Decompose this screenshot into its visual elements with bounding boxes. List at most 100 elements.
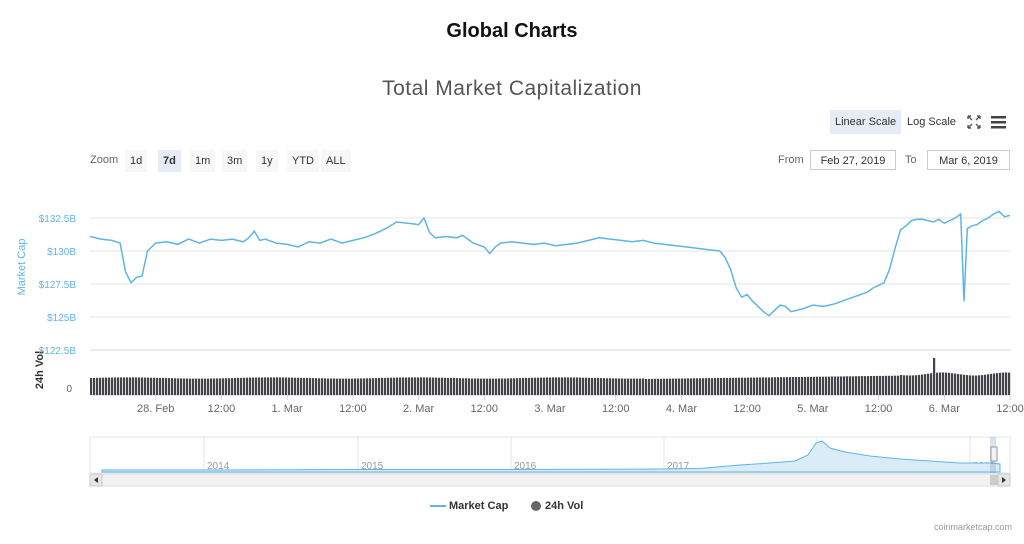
zoom-7d-button[interactable]: 7d xyxy=(158,150,181,172)
volume-bar xyxy=(741,377,744,395)
volume-bar xyxy=(759,377,762,395)
volume-bar xyxy=(558,377,561,395)
volume-bar xyxy=(696,378,699,395)
volume-bar xyxy=(423,377,426,395)
to-date-input[interactable]: Mar 6, 2019 xyxy=(927,150,1010,170)
log-scale-button[interactable]: Log Scale xyxy=(907,116,956,128)
x-tick-label: 2. Mar xyxy=(403,403,435,415)
volume-bar xyxy=(441,377,444,395)
volume-bar xyxy=(105,377,108,395)
volume-bar xyxy=(261,377,264,395)
volume-bar xyxy=(771,377,774,395)
navigator-handle[interactable] xyxy=(990,446,998,462)
x-tick-label: 12:00 xyxy=(339,403,367,415)
volume-bar xyxy=(426,377,429,395)
navigator-tick-label: 2014 xyxy=(207,461,230,472)
volume-bar xyxy=(849,376,852,395)
credits-link[interactable]: coinmarketcap.com xyxy=(933,522,1012,532)
zoom-ytd-button[interactable]: YTD xyxy=(287,150,319,172)
volume-bar xyxy=(924,374,927,395)
volume-bar xyxy=(180,378,183,395)
volume-bar xyxy=(408,377,411,395)
volume-bar xyxy=(900,375,903,395)
volume-bar xyxy=(903,375,906,395)
linear-scale-button[interactable]: Linear Scale xyxy=(830,110,902,134)
volume-bar xyxy=(411,377,414,395)
volume-bar xyxy=(342,378,345,395)
scrollbar-left-arrow-icon[interactable] xyxy=(89,473,103,487)
volume-bar xyxy=(570,377,573,395)
volume-bar xyxy=(99,377,102,395)
zoom-1d-button[interactable]: 1d xyxy=(125,150,148,172)
menu-icon[interactable] xyxy=(988,111,1010,133)
legend-dot-icon xyxy=(531,501,541,512)
volume-bar xyxy=(846,376,849,395)
volume-bar xyxy=(273,377,276,395)
zoom-3m-button[interactable]: 3m xyxy=(222,150,248,172)
volume-bar xyxy=(702,378,705,395)
volume-bar xyxy=(939,372,942,395)
volume-bar xyxy=(585,377,588,395)
volume-bar xyxy=(366,378,369,395)
scrollbar-thumb[interactable] xyxy=(990,475,998,485)
volume-bar xyxy=(429,377,432,395)
volume-bar xyxy=(579,377,582,395)
volume-bar xyxy=(837,376,840,395)
volume-bar xyxy=(390,377,393,395)
volume-bar xyxy=(861,376,864,395)
volume-bar xyxy=(465,378,468,395)
volume-bar xyxy=(744,377,747,395)
volume-bar xyxy=(981,375,984,395)
volume-bar xyxy=(189,378,192,395)
volume-bar xyxy=(438,377,441,395)
volume-bar xyxy=(234,378,237,395)
volume-bar xyxy=(291,377,294,395)
scrollbar-track[interactable] xyxy=(89,473,1011,487)
volume-bar xyxy=(471,378,474,395)
volume-bar xyxy=(369,378,372,395)
navigator-frame[interactable] xyxy=(89,436,1011,474)
volume-bar xyxy=(534,377,537,395)
zoom-1y-button[interactable]: 1y xyxy=(256,150,278,172)
zoom-1m-button[interactable]: 1m xyxy=(190,150,216,172)
legend-item-market-cap[interactable]: Market Cap xyxy=(430,500,508,512)
volume-bar xyxy=(630,378,633,395)
volume-bar xyxy=(561,377,564,395)
volume-bar xyxy=(720,378,723,395)
volume-bar xyxy=(807,376,810,395)
y-tick-label: $132.5B xyxy=(39,214,77,225)
page-title: Global Charts xyxy=(446,20,578,42)
volume-bar xyxy=(870,376,873,395)
volume-bar xyxy=(726,377,729,395)
volume-bar xyxy=(270,377,273,395)
volume-bar xyxy=(921,374,924,395)
volume-bar xyxy=(468,378,471,395)
from-date-input[interactable]: Feb 27, 2019 xyxy=(810,150,896,170)
volume-bars xyxy=(90,358,1011,395)
x-tick-label: 28. Feb xyxy=(137,403,174,415)
volume-bar xyxy=(1005,372,1008,395)
volume-bar xyxy=(285,377,288,395)
volume-bar xyxy=(336,378,339,395)
fullscreen-icon[interactable] xyxy=(963,111,985,133)
volume-bar xyxy=(174,378,177,395)
navigator-selection[interactable] xyxy=(990,437,996,473)
legend-item-volume[interactable]: 24h Vol xyxy=(530,500,583,512)
volume-bar xyxy=(312,378,315,395)
volume-bar xyxy=(645,379,648,395)
volume-bar xyxy=(159,377,162,395)
scrollbar-right-arrow-icon[interactable] xyxy=(997,473,1011,487)
volume-bar xyxy=(699,378,702,395)
x-tick-label: 6. Mar xyxy=(929,403,961,415)
volume-bar xyxy=(255,377,258,395)
volume-bar xyxy=(123,377,126,395)
volume-bar xyxy=(510,378,513,395)
zoom-all-button[interactable]: ALL xyxy=(321,150,351,172)
volume-bar xyxy=(456,378,459,395)
x-tick-label: 12:00 xyxy=(996,403,1024,415)
volume-bar xyxy=(360,378,363,395)
volume-bar xyxy=(960,374,963,395)
volume-zero-tick: 0 xyxy=(66,384,72,395)
volume-bar xyxy=(264,377,267,395)
volume-bar xyxy=(657,378,660,395)
